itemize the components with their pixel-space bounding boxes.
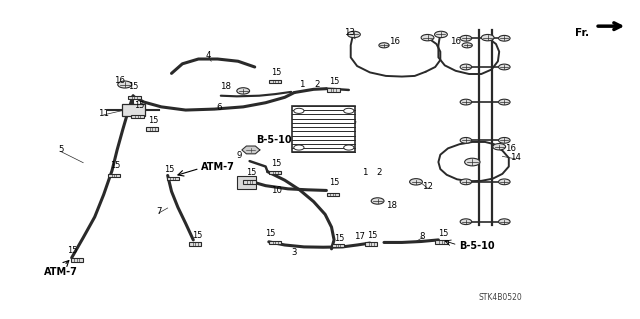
Text: 1: 1 bbox=[300, 80, 305, 89]
Text: 17: 17 bbox=[354, 232, 365, 241]
Bar bbox=[269, 241, 282, 244]
Text: 10: 10 bbox=[271, 186, 282, 195]
Text: 5: 5 bbox=[58, 145, 63, 154]
Text: 15: 15 bbox=[271, 159, 282, 168]
Text: 15: 15 bbox=[329, 178, 339, 187]
Text: 11: 11 bbox=[98, 109, 109, 118]
Circle shape bbox=[410, 179, 422, 185]
Circle shape bbox=[499, 64, 510, 70]
Circle shape bbox=[118, 81, 132, 88]
Circle shape bbox=[435, 31, 447, 38]
Circle shape bbox=[493, 144, 506, 150]
Bar bbox=[269, 171, 282, 174]
Circle shape bbox=[344, 108, 354, 114]
Text: 15: 15 bbox=[367, 231, 378, 240]
Circle shape bbox=[294, 108, 304, 114]
Text: 16: 16 bbox=[388, 37, 400, 46]
Text: 15: 15 bbox=[265, 229, 275, 238]
Text: 16: 16 bbox=[505, 144, 516, 153]
Text: 16: 16 bbox=[450, 37, 461, 46]
Text: 13: 13 bbox=[344, 28, 355, 37]
Text: Fr.: Fr. bbox=[575, 28, 589, 39]
Circle shape bbox=[237, 88, 250, 94]
Text: 14: 14 bbox=[509, 153, 521, 162]
Bar bbox=[128, 96, 141, 99]
Text: 15: 15 bbox=[438, 229, 448, 238]
Circle shape bbox=[348, 31, 360, 38]
Bar bbox=[365, 242, 378, 246]
Circle shape bbox=[379, 43, 389, 48]
Text: 7: 7 bbox=[156, 207, 161, 216]
Text: 12: 12 bbox=[422, 182, 433, 191]
Text: 18: 18 bbox=[220, 82, 231, 91]
Text: 15: 15 bbox=[148, 116, 159, 125]
Circle shape bbox=[460, 219, 472, 225]
Text: 2: 2 bbox=[376, 168, 381, 177]
Bar bbox=[332, 244, 344, 247]
Text: 15: 15 bbox=[271, 68, 282, 77]
Bar bbox=[70, 258, 83, 262]
Circle shape bbox=[460, 99, 472, 105]
Bar bbox=[189, 242, 202, 246]
Circle shape bbox=[499, 35, 510, 41]
Text: 15: 15 bbox=[128, 82, 138, 91]
Text: STK4B0520: STK4B0520 bbox=[479, 293, 522, 302]
Circle shape bbox=[499, 219, 510, 225]
Text: 15: 15 bbox=[334, 234, 344, 243]
Polygon shape bbox=[242, 146, 260, 154]
Bar bbox=[166, 177, 179, 180]
Circle shape bbox=[499, 179, 510, 185]
Circle shape bbox=[460, 64, 472, 70]
Text: ATM-7: ATM-7 bbox=[201, 162, 235, 173]
Text: 6: 6 bbox=[216, 103, 221, 112]
Text: 4: 4 bbox=[206, 51, 211, 60]
Text: B-5-10: B-5-10 bbox=[256, 135, 292, 145]
Text: 15: 15 bbox=[246, 168, 256, 177]
Text: 16: 16 bbox=[114, 76, 125, 85]
Bar bbox=[269, 80, 282, 83]
Circle shape bbox=[460, 35, 472, 41]
Circle shape bbox=[460, 179, 472, 185]
Bar bbox=[326, 193, 339, 196]
Bar bbox=[435, 240, 448, 243]
Bar bbox=[243, 180, 256, 183]
Text: B-5-10: B-5-10 bbox=[460, 241, 495, 251]
Text: 2: 2 bbox=[314, 80, 319, 89]
Text: 18: 18 bbox=[386, 201, 397, 210]
Text: 15: 15 bbox=[192, 231, 202, 240]
Circle shape bbox=[481, 34, 494, 41]
Bar bbox=[146, 128, 159, 131]
Text: 15: 15 bbox=[110, 161, 120, 170]
Text: 1: 1 bbox=[362, 168, 367, 177]
Text: 3: 3 bbox=[292, 248, 297, 256]
Circle shape bbox=[499, 137, 510, 143]
Circle shape bbox=[344, 145, 354, 150]
Bar bbox=[122, 104, 145, 116]
Circle shape bbox=[462, 43, 472, 48]
Text: 8: 8 bbox=[420, 232, 425, 241]
Circle shape bbox=[499, 99, 510, 105]
Text: ATM-7: ATM-7 bbox=[44, 267, 77, 277]
Bar bbox=[237, 176, 256, 189]
Bar bbox=[327, 88, 340, 92]
Bar bbox=[292, 106, 355, 152]
Circle shape bbox=[421, 34, 434, 41]
Text: 15: 15 bbox=[329, 77, 339, 86]
Text: 15: 15 bbox=[134, 101, 145, 110]
Bar bbox=[131, 115, 144, 118]
Circle shape bbox=[465, 158, 480, 166]
Circle shape bbox=[460, 137, 472, 143]
Text: 15: 15 bbox=[164, 165, 175, 174]
Bar bbox=[108, 174, 120, 177]
Text: 9: 9 bbox=[236, 151, 241, 160]
Circle shape bbox=[371, 198, 384, 204]
Text: 15: 15 bbox=[67, 246, 77, 255]
Circle shape bbox=[294, 145, 304, 150]
